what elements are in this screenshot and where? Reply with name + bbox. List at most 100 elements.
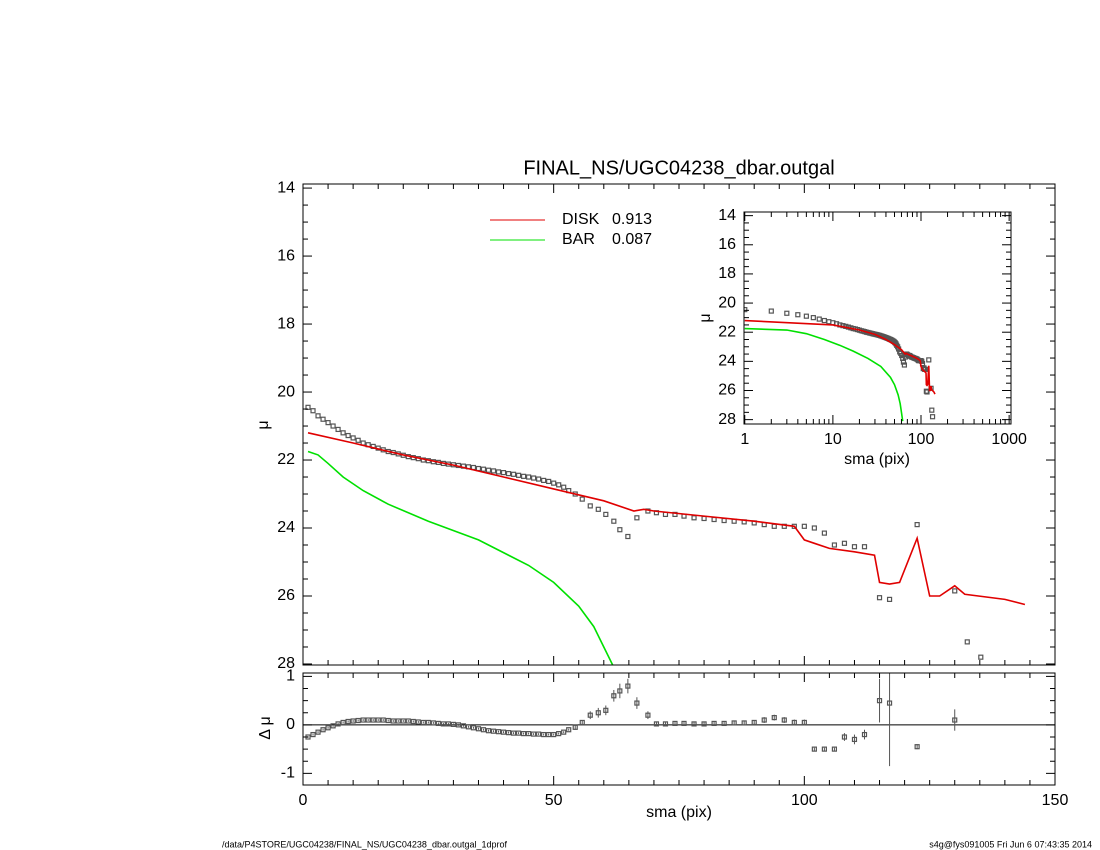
y-tick-label: 26 [277,587,295,604]
residual-point [450,721,456,727]
data-point [923,388,929,394]
x-tick-label: 100 [791,792,818,809]
residual-point [440,721,446,727]
x-tick-label: 150 [1042,792,1069,809]
residual-point [886,700,893,706]
residual-point [470,725,477,731]
residual-point [603,707,609,713]
legend-value: 0.087 [612,231,652,248]
residual-point [395,718,401,724]
residual-point [801,719,807,726]
residual-point [385,717,391,724]
residual-point [611,693,617,699]
y-tick-label: 0 [286,716,295,733]
residual-point [681,720,687,727]
data-point [886,596,893,602]
data-point [525,474,532,480]
residual-point [380,717,386,723]
x-axis-label: sma (pix) [646,804,712,821]
data-point [952,588,958,594]
residual-point [861,731,868,738]
data-point [851,544,858,550]
data-point [978,654,984,660]
legend-value: 0.913 [612,211,652,228]
data-point [617,527,623,533]
plot-area [305,404,1026,665]
residual-point [335,721,341,727]
data-point [924,389,930,395]
residual-point [350,718,356,724]
plot-area [744,307,936,422]
residual-point [315,729,321,735]
data-point [611,518,617,524]
x-tick-label: 1000 [991,431,1027,448]
data-point [914,522,920,528]
residual-point [490,728,497,734]
residual-point [841,734,848,740]
data-point [701,515,707,522]
data-point [515,472,522,478]
data-point [510,471,517,477]
residual-point [617,688,623,694]
residual-point [430,720,436,726]
residual-point [360,717,366,723]
residual-point [310,731,316,738]
y-tick-label: 28 [718,411,736,428]
residual-point [410,718,416,725]
residual-point [662,721,669,727]
residual-point [520,731,527,737]
y-tick-label: 20 [718,294,736,311]
residual-point [566,727,572,733]
data-point [355,437,361,443]
residual-point [415,719,421,725]
model-line [307,450,614,665]
residual-point [691,721,697,727]
data-point [330,423,336,429]
data-point [350,435,356,441]
residual-point [851,736,858,743]
y-tick-label: 16 [718,236,736,253]
residual-point [420,719,426,726]
data-point [490,468,497,474]
y-tick-label: 22 [718,323,736,340]
chart-title: FINAL_NS/UGC04238_dbar.outgal [523,157,834,179]
data-point [721,517,727,524]
data-point [768,308,774,314]
y-axis-label: μ [697,313,714,322]
data-point [831,542,838,548]
data-point [310,408,316,414]
legend-label: BAR [562,231,595,248]
residual-point [831,746,838,752]
residual-point [515,730,522,736]
data-point [556,482,562,488]
data-point [480,466,487,472]
y-tick-label: 14 [718,207,736,224]
residual-point [400,718,406,724]
x-tick-label: 50 [545,792,563,809]
residual-point [731,720,737,726]
residual-point [595,710,601,716]
residual-point [791,719,797,726]
residual-point [721,720,727,727]
data-point [816,316,822,322]
y-tick-label: -1 [281,765,295,782]
residual-point [345,718,351,725]
residual-point [811,746,817,752]
footer-left: /data/P4STORE/UGC04238/FINAL_NS/UGC04238… [222,839,508,849]
model-line [307,432,1026,606]
residual-point [914,744,920,750]
residual-point [475,726,482,732]
y-tick-label: 26 [718,382,736,399]
data-point [500,470,507,476]
residual-point [711,720,717,727]
data-point [551,480,557,486]
data-point [901,362,908,368]
data-point [821,317,827,324]
data-point [926,357,932,363]
data-point [876,595,883,601]
residual-point [587,712,593,718]
residual-point [536,731,542,737]
residual-point [525,731,532,737]
data-point [625,533,631,540]
